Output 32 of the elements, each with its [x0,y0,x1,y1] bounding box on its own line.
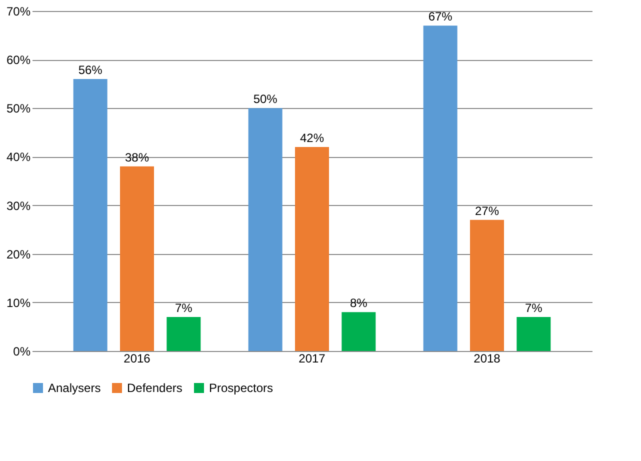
y-tick-label: 20% [6,247,31,262]
bar [516,317,551,351]
bar [73,79,108,351]
bar [470,220,504,351]
legend-label: Prospectors [209,381,274,395]
legend-label: Analysers [48,381,101,395]
data-label: 27% [474,204,500,218]
bar [295,147,329,351]
data-label: 7% [524,301,543,315]
data-label: 42% [300,131,324,145]
y-tick-label: 60% [6,53,31,68]
data-label: 67% [428,10,453,24]
bar [248,108,282,351]
data-label: 7% [174,301,193,315]
data-label: 38% [124,150,150,164]
y-tick-label: 70% [6,4,31,18]
y-tick-label: 30% [6,198,31,213]
data-label: 8% [350,296,368,310]
bar [423,26,458,351]
bar [120,166,154,351]
legend-label: Defenders [127,381,182,395]
y-tick-label: 50% [6,102,31,116]
bar [342,312,376,351]
bar [166,317,201,351]
x-tick-label: 2017 [298,352,326,366]
data-label: 56% [78,63,103,77]
data-label: 50% [253,92,278,106]
y-tick-label: 0% [13,344,31,358]
x-tick-label: 2016 [124,352,151,366]
y-tick-label: 40% [6,150,31,164]
y-tick-label: 10% [6,296,31,310]
x-tick-label: 2018 [474,352,501,366]
